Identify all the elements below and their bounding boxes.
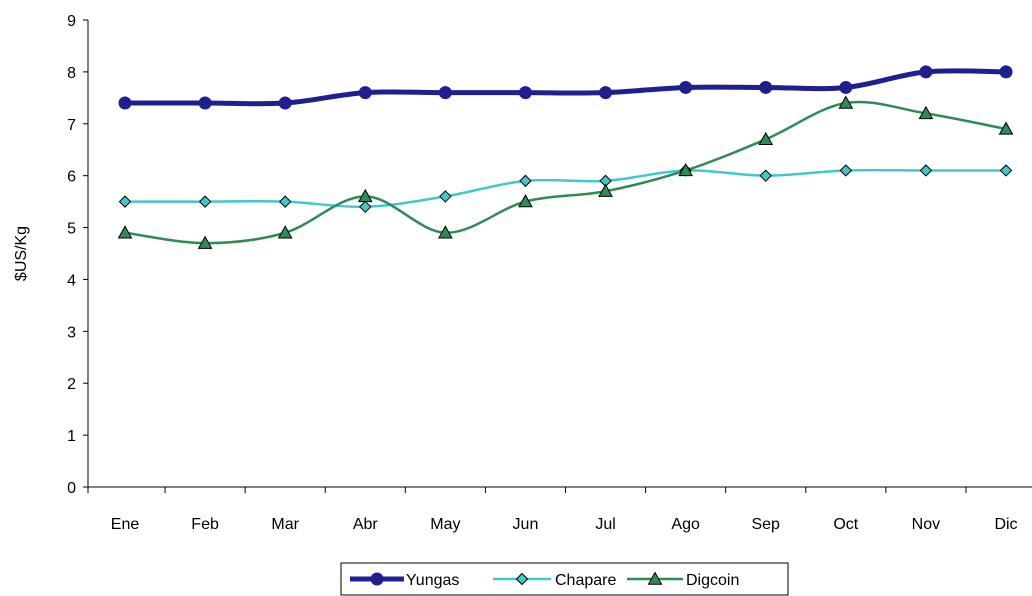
data-point-yungas	[198, 96, 212, 110]
data-point-digcoin	[277, 225, 293, 239]
y-tick-label: 9	[67, 13, 76, 30]
axes: 0 1 2 3 4 5 6 7 8 9 Ene Feb Mar Abr May Jun Jul Ago Sep Oct…	[67, 13, 1032, 533]
data-point-yungas	[759, 80, 773, 94]
series-markers	[117, 65, 1014, 249]
data-point-digcoin	[357, 188, 373, 203]
data-point-yungas	[438, 86, 452, 100]
data-point-yungas	[679, 80, 693, 94]
y-tick-label: 0	[67, 480, 76, 497]
x-tick-label: Sep	[751, 516, 780, 533]
y-tick-label: 5	[67, 221, 76, 238]
y-tick-label: 3	[67, 324, 76, 341]
legend: Yungas Chapare Digcoin	[340, 562, 789, 596]
y-axis-label: $US/Kg	[13, 226, 30, 281]
data-point-yungas	[518, 86, 532, 100]
data-point-yungas	[599, 86, 613, 100]
x-tick-label: Nov	[912, 516, 940, 533]
x-tick-label: Abr	[353, 516, 379, 533]
data-point-yungas	[118, 96, 132, 110]
y-tick-label: 2	[67, 376, 76, 393]
series-lines	[122, 68, 1009, 245]
data-point-digcoin	[678, 162, 693, 177]
data-point-chapare	[198, 195, 212, 208]
y-tick-label: 7	[67, 117, 76, 134]
data-point-chapare	[519, 174, 532, 188]
legend-box	[340, 562, 789, 596]
data-point-digcoin	[117, 225, 133, 239]
y-tick-label: 4	[67, 272, 76, 289]
data-point-chapare	[759, 169, 772, 182]
data-point-digcoin	[758, 131, 774, 146]
data-point-yungas	[839, 80, 853, 94]
data-point-yungas	[358, 86, 372, 100]
data-point-yungas	[919, 65, 933, 79]
x-tick-label: Jul	[595, 516, 615, 533]
data-point-yungas	[999, 65, 1013, 79]
x-tick-label: Feb	[191, 516, 219, 533]
legend-marker-digcoin	[647, 571, 663, 585]
x-tick-label: Jun	[513, 516, 539, 533]
series-line-yungas	[122, 68, 1009, 107]
data-point-digcoin	[918, 105, 934, 120]
data-point-chapare	[278, 195, 292, 208]
data-point-chapare	[999, 164, 1013, 177]
data-point-chapare	[919, 164, 933, 177]
data-point-chapare	[839, 164, 853, 177]
legend-marker-yungas	[370, 572, 384, 586]
data-point-chapare	[359, 200, 372, 214]
y-tick-label: 1	[67, 428, 76, 445]
series-line-digcoin	[123, 100, 1008, 245]
y-tick-label: 6	[67, 169, 76, 186]
legend-label-digcoin: Digcoin	[686, 572, 739, 589]
x-tick-label: Dic	[994, 516, 1017, 533]
data-point-digcoin	[438, 225, 453, 239]
legend-marker-chapare	[515, 572, 529, 586]
data-point-digcoin	[598, 183, 613, 197]
legend-label-chapare: Chapare	[555, 572, 616, 589]
x-tick-label: Oct	[833, 516, 858, 533]
data-point-chapare	[439, 190, 452, 203]
data-point-digcoin	[197, 235, 213, 249]
data-point-digcoin	[518, 194, 533, 208]
data-point-chapare	[118, 195, 132, 208]
x-tick-label: Ene	[111, 516, 140, 533]
x-tick-label: Mar	[271, 516, 299, 533]
y-tick-label: 8	[67, 65, 76, 82]
x-tick-label: Ago	[671, 516, 700, 533]
series-line-chapare	[123, 168, 1008, 209]
data-point-digcoin	[998, 121, 1014, 135]
data-point-digcoin	[838, 95, 854, 109]
data-point-yungas	[278, 96, 292, 110]
legend-label-yungas: Yungas	[406, 572, 459, 589]
x-tick-label: May	[430, 516, 460, 533]
